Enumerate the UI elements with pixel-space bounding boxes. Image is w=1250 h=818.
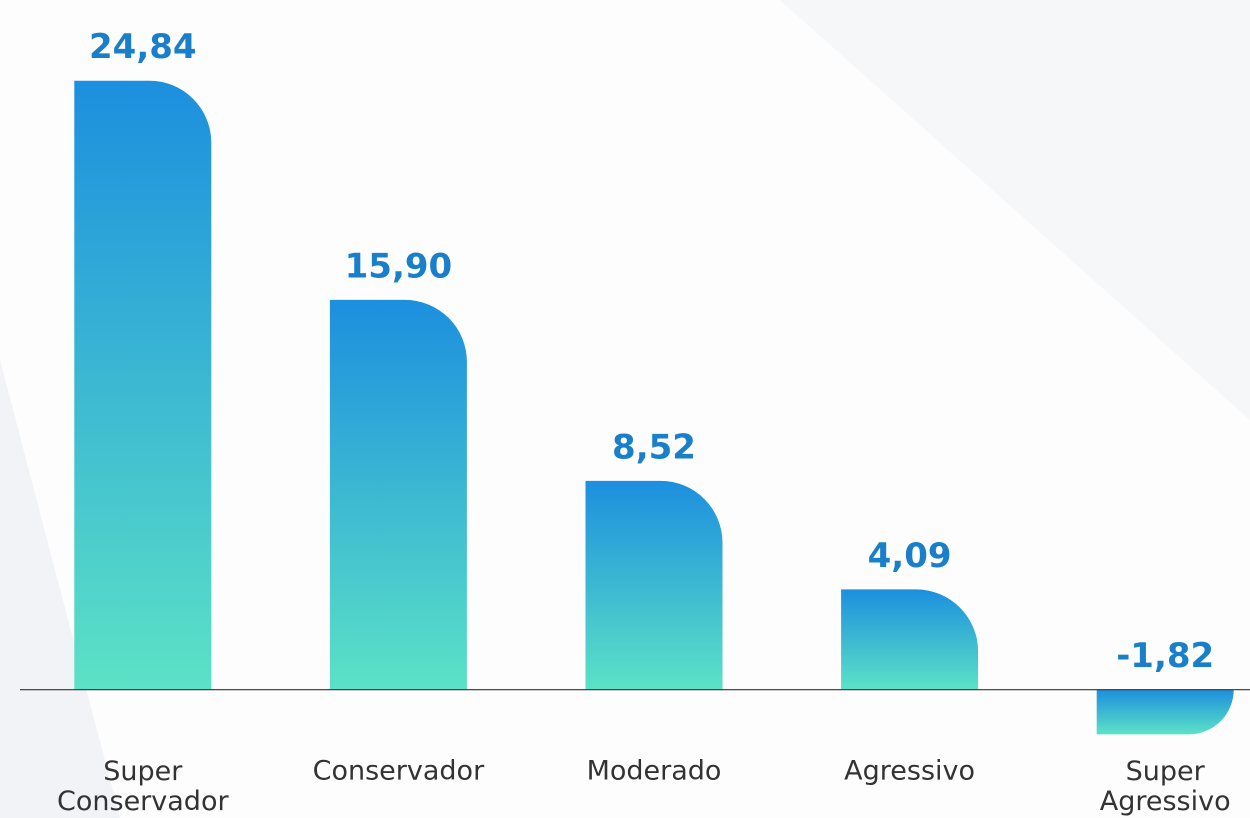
x-tick-label: Agressivo <box>844 756 975 787</box>
x-tick-label: Moderado <box>587 756 722 787</box>
value-label: -1,82 <box>1116 636 1214 676</box>
x-tick-label: Conservador <box>313 756 485 787</box>
bar <box>1096 689 1234 735</box>
bar <box>585 480 723 690</box>
background-shape <box>0 360 120 818</box>
value-label: 8,52 <box>612 427 696 467</box>
bar <box>74 80 212 690</box>
x-tick-label: Super Conservador <box>57 756 229 817</box>
value-label: 15,90 <box>345 246 453 286</box>
x-tick-label: Super Agressivo <box>1100 756 1231 817</box>
value-label: 4,09 <box>868 536 952 576</box>
bar <box>841 589 979 690</box>
bar <box>329 299 467 690</box>
value-label: 24,84 <box>89 27 197 67</box>
background-shape <box>780 0 1250 420</box>
